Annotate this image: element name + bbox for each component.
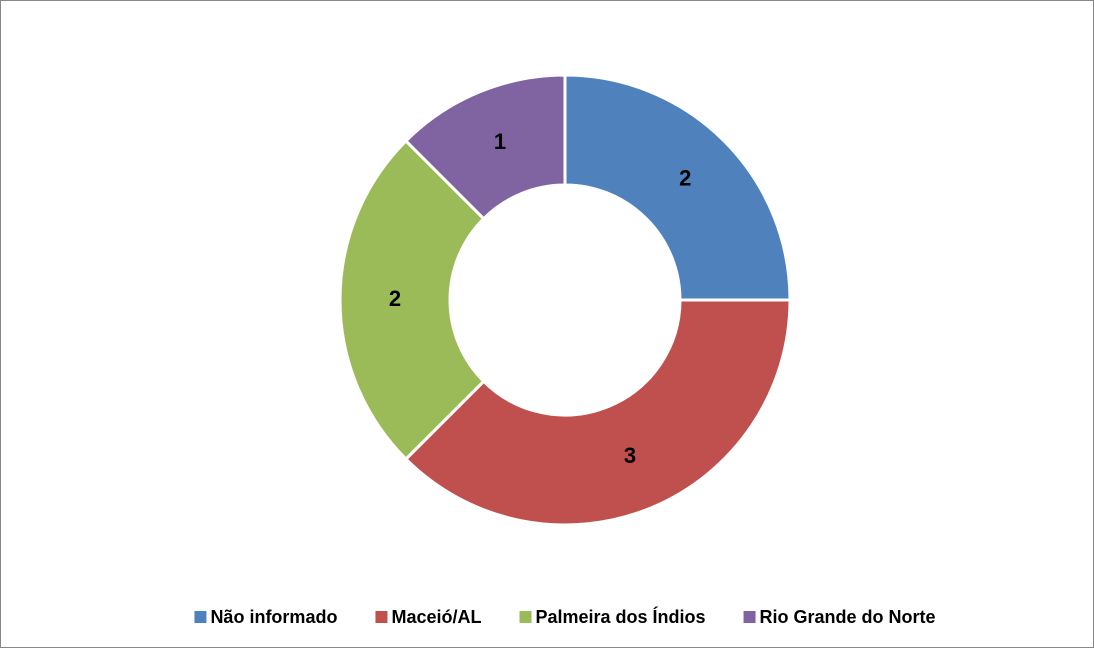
donut-segment <box>403 73 567 221</box>
data-label: 2 <box>679 166 691 191</box>
legend-swatch <box>519 611 532 623</box>
legend-swatch <box>375 611 388 623</box>
data-label: 1 <box>494 129 506 154</box>
legend-swatch <box>194 611 207 623</box>
legend-label: Rio Grande do Norte <box>760 607 936 627</box>
legend-label: Maceió/AL <box>391 607 481 627</box>
donut-segment <box>403 298 792 527</box>
data-label: 2 <box>389 286 401 311</box>
legend-label: Palmeira dos Índios <box>535 606 705 627</box>
data-label: 3 <box>624 443 636 468</box>
donut-segment <box>563 73 792 302</box>
legend-swatch <box>743 611 756 623</box>
donut-segment <box>338 138 486 462</box>
legend-label: Não informado <box>210 607 337 627</box>
